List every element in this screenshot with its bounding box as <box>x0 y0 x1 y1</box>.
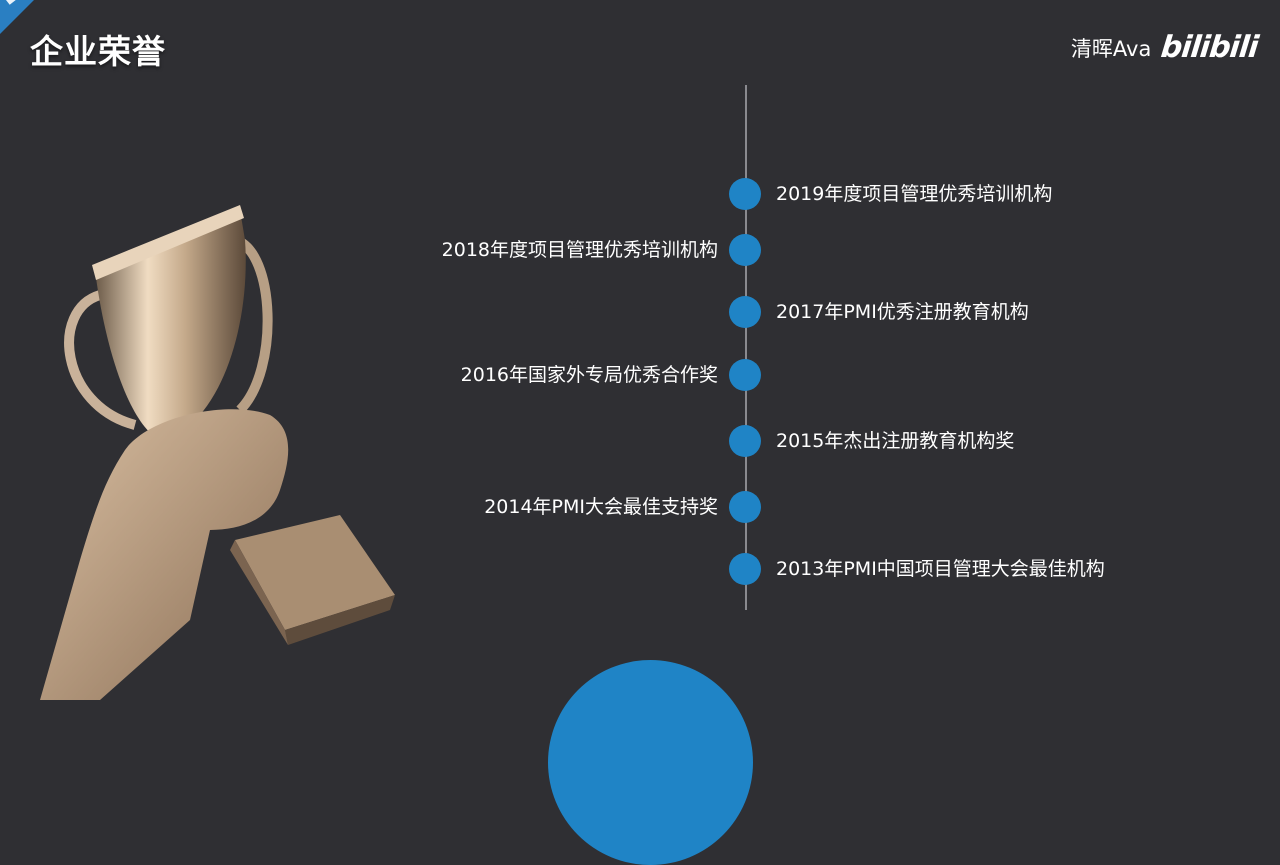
page-title: 企业荣誉 <box>30 32 166 71</box>
brand: 清晖Ava bilibili <box>1070 30 1260 65</box>
timeline-label: 2013年PMI中国项目管理大会最佳机构 <box>776 558 1105 580</box>
bottom-decoration-circle <box>548 660 753 865</box>
corner-accent <box>0 0 34 34</box>
timeline-dot-icon <box>729 359 761 391</box>
bilibili-logo: bilibili <box>1159 30 1260 65</box>
timeline-label: 2017年PMI优秀注册教育机构 <box>776 301 1029 323</box>
timeline-dot-icon <box>729 553 761 585</box>
timeline-dot-icon <box>729 491 761 523</box>
timeline-dot-icon <box>729 425 761 457</box>
timeline-label: 2015年杰出注册教育机构奖 <box>776 430 1015 452</box>
timeline-label: 2018年度项目管理优秀培训机构 <box>441 239 718 261</box>
timeline-label: 2014年PMI大会最佳支持奖 <box>484 496 718 518</box>
timeline-label: 2016年国家外专局优秀合作奖 <box>460 364 718 386</box>
brand-name: 清晖Ava <box>1070 36 1152 61</box>
trophy-icon <box>40 200 420 700</box>
timeline-dot-icon <box>729 296 761 328</box>
timeline-label: 2019年度项目管理优秀培训机构 <box>776 183 1053 205</box>
timeline-dot-icon <box>729 178 761 210</box>
timeline-dot-icon <box>729 234 761 266</box>
timeline-line <box>745 85 747 610</box>
